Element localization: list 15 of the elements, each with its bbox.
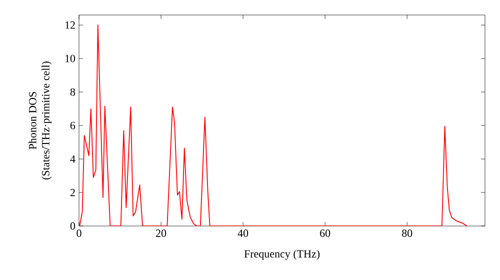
- y-axis-title: Phonon DOS (States/THz·primitive cell): [28, 62, 52, 180]
- x-tick-label: 80: [402, 230, 412, 237]
- y-tick-label: 6: [70, 122, 76, 130]
- x-tick-label: 0: [76, 230, 82, 237]
- x-tick-label: 60: [320, 230, 330, 237]
- x-tick-label: 20: [156, 230, 166, 237]
- line-series: [79, 24, 468, 226]
- y-tick-label: 4: [70, 155, 76, 163]
- y-tick-label: 0: [70, 222, 76, 230]
- y-tick-label: 12: [65, 21, 75, 29]
- y-tick-label: 2: [70, 188, 75, 196]
- x-axis-title: Frequency (THz): [244, 250, 320, 260]
- y-tick-label: 10: [65, 54, 76, 62]
- x-tick-label: 40: [238, 230, 248, 237]
- y-tick-label: 8: [70, 88, 76, 96]
